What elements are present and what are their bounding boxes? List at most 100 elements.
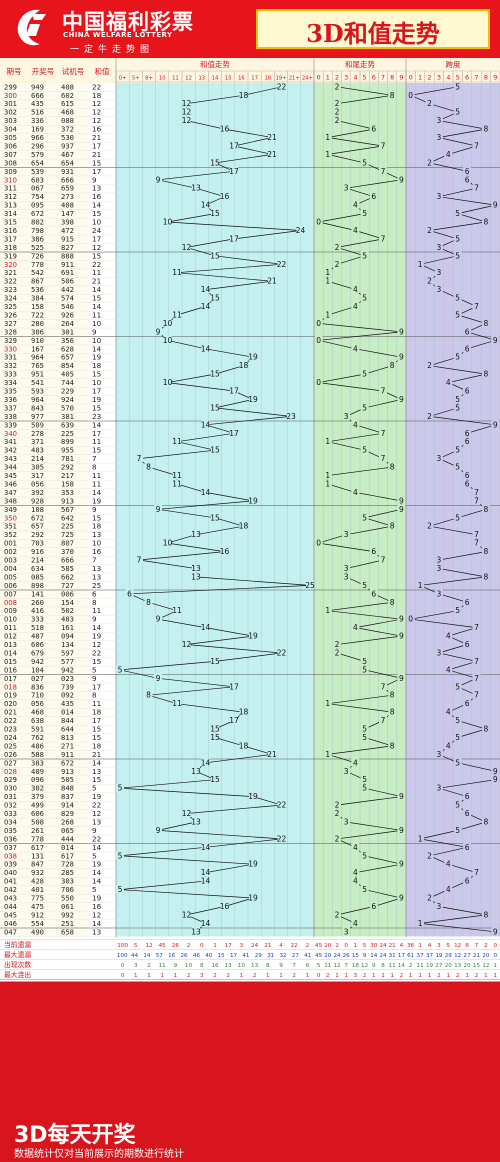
point-sum: 14 [201,758,211,767]
stat-span: 2 [456,973,460,979]
point-bg-sum [211,513,219,522]
point-sum: 10 [163,378,173,387]
test-number: 657 [61,353,74,362]
point-bg-tail [379,386,387,395]
point-bg-span [472,487,481,496]
point-bg-tail [360,403,369,412]
draw-number: 214 [31,556,44,565]
footer-title: 3D每天开奖 [14,1123,136,1148]
point-sum: 18 [239,741,249,750]
period-number: 331 [4,354,17,362]
draw-number: 296 [31,141,44,150]
point-span: 5 [455,513,460,522]
stat-tail: 5 [317,963,321,969]
point-tail: 7 [381,716,386,725]
point-tail: 7 [381,429,386,438]
point-bg-span [416,259,425,268]
point-bg-tail [379,428,387,437]
test-number: 574 [61,294,74,303]
point-tail: 2 [335,116,340,125]
point-span: 9 [493,927,498,936]
sum-value: 19 [92,860,102,869]
test-number: 398 [61,218,74,227]
axis-label-span: 5 [456,74,460,82]
point-span: 7 [474,657,479,666]
point-bg-tail [379,555,387,564]
point-bg-tail [342,817,351,826]
point-sum: 17 [229,429,239,438]
point-sum: 7 [137,454,142,463]
point-bg-span [434,563,443,572]
point-span: 6 [465,327,470,336]
period-number: 311 [4,185,17,193]
draw-number: 591 [31,725,44,734]
point-span: 2 [427,894,432,903]
point-span: 7 [474,691,479,700]
point-sum: 10 [163,336,173,345]
period-number: 312 [4,193,17,201]
point-sum: 21 [267,150,277,159]
point-sum: 19 [248,496,258,505]
point-span: 7 [474,623,479,632]
sum-value: 14 [92,420,102,429]
point-bg-span [453,513,462,522]
point-span: 8 [484,218,489,227]
test-number: 408 [61,201,74,210]
test-number: 506 [61,277,74,286]
sum-value: 11 [92,479,101,488]
test-number: 924 [61,395,74,404]
draw-number: 392 [31,488,44,497]
point-bg-span [453,310,462,319]
point-sum: 15 [210,251,220,260]
test-number: 088 [61,116,74,125]
sum-value: 15 [92,294,101,303]
period-number: 346 [4,480,17,488]
point-tail: 7 [381,167,386,176]
test-number: 639 [61,420,74,429]
stat-sum: 6 [306,963,310,969]
axis-label-sum: 8+ [145,76,153,82]
point-bg-span [481,547,490,556]
stat-sum: 13 [251,963,259,969]
point-bg-tail [351,876,360,885]
sum-value: 8 [92,691,97,700]
point-bg-tail [397,631,406,640]
point-tail: 7 [381,454,386,463]
point-bg-tail [397,893,406,902]
period-number: 339 [4,421,17,429]
period-number: 326 [4,311,17,319]
point-bg-sum [163,538,172,547]
point-sum: 15 [210,158,220,167]
point-bg-sum [182,809,191,818]
point-tail: 3 [344,564,349,573]
point-bg-sum [192,927,200,936]
point-tail: 1 [325,277,330,286]
period-number: 037 [4,844,17,852]
stat-tail: 11 [389,963,397,969]
draw-number: 416 [31,606,44,615]
stat-tail: 4 [400,943,404,949]
stat-tail: 1 [335,973,339,979]
period-number: 028 [4,768,17,776]
sum-value: 17 [92,167,101,176]
point-sum: 13 [191,530,201,539]
point-bg-tail [333,834,341,843]
point-bg-sum [220,124,229,133]
point-bg-span [472,868,481,877]
point-bg-span [463,479,472,488]
point-bg-sum [201,285,210,294]
draw-number: 726 [31,251,44,260]
stat-tail: 0 [317,973,321,979]
sum-value: 13 [92,572,101,581]
period-number: 013 [4,641,17,649]
point-bg-sum [230,682,238,691]
test-number: 530 [61,133,74,142]
point-bg-tail [388,741,397,750]
point-sum: 21 [267,133,277,142]
point-sum: 8 [146,463,151,472]
point-tail: 9 [399,175,404,184]
test-number: 301 [61,327,74,336]
stat-sum: 44 [131,953,139,959]
sum-value: 16 [92,547,102,556]
point-bg-tail [333,82,341,91]
